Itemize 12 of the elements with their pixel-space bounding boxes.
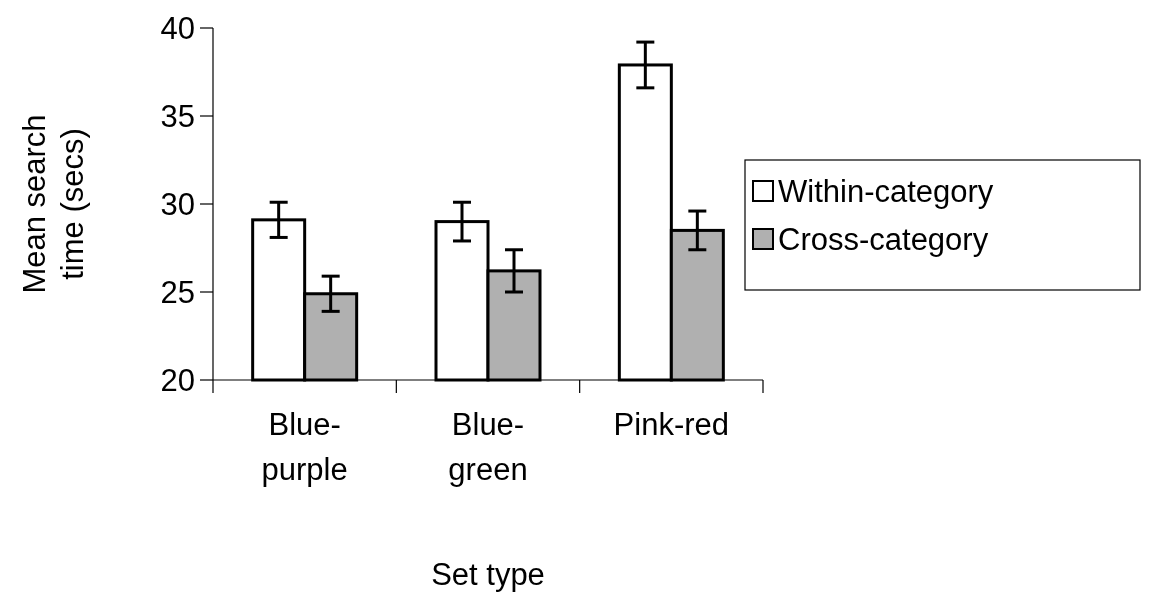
y-tick-label: 40: [160, 10, 195, 46]
y-tick-label: 35: [160, 98, 195, 134]
legend-label: Within-category: [778, 173, 994, 209]
x-tick-label: Blue-green: [448, 407, 528, 487]
x-axis-title: Set type: [431, 557, 545, 592]
y-tick-label: 25: [160, 274, 195, 310]
y-tick-label: 20: [160, 362, 195, 398]
x-tick-label: Pink-red: [613, 407, 730, 442]
x-tick-label: Blue-purple: [261, 407, 348, 487]
legend-label: Cross-category: [778, 221, 989, 257]
y-tick-label: 30: [160, 186, 195, 222]
y-axis-title: Mean search time (secs): [17, 114, 90, 294]
